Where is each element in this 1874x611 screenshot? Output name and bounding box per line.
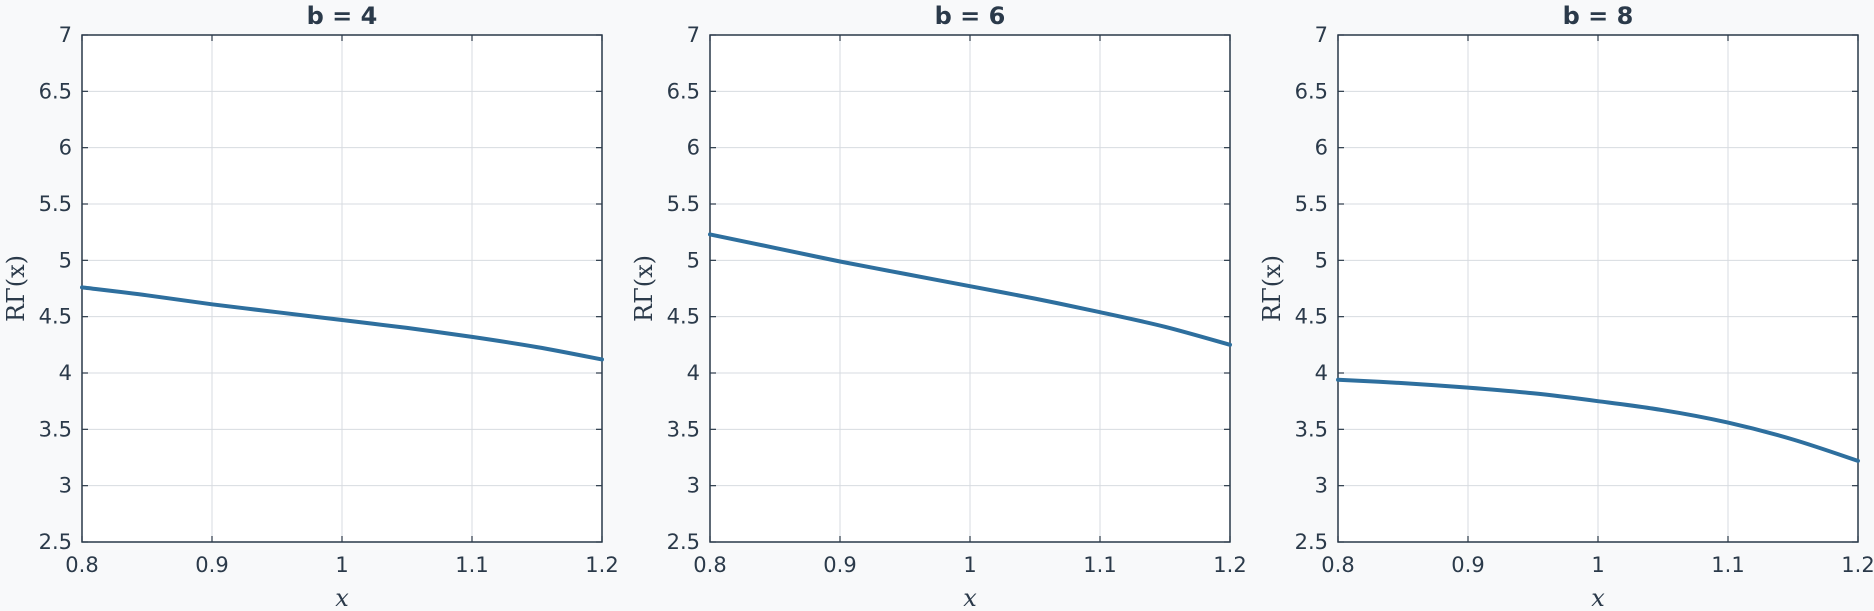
y-tick-label: 6: [687, 136, 700, 160]
y-tick-label: 3: [59, 474, 72, 498]
y-tick-label: 5.5: [39, 192, 72, 216]
x-tick-label: 0.8: [1321, 553, 1354, 577]
chart-panel-2: 0.8 0.9 1 1.1 1.2 2.5 3 3.5 4 4.5 5 5.5 6 6.5 7 b = 6 x R…: [630, 2, 1247, 611]
y-tick-label: 5: [59, 248, 72, 272]
x-axis-label: x: [1591, 584, 1605, 611]
y-tick-label: 5: [687, 248, 700, 272]
chart-panel-1: 0.8 0.9 1 1.1 1.2 2.5 3 3.5 4 4.5 5 5.5 6 6.5 7 b = 4 x R…: [2, 2, 619, 611]
y-axis-label: RΓ(x): [1258, 255, 1286, 322]
y-tick-label: 3.5: [667, 417, 700, 441]
y-tick-label: 5.5: [1295, 192, 1328, 216]
x-tick-label: 1.1: [455, 553, 488, 577]
y-tick-label: 6: [59, 136, 72, 160]
y-tick-label: 5.5: [667, 192, 700, 216]
x-tick-label: 0.8: [65, 553, 98, 577]
y-tick-label: 3.5: [39, 417, 72, 441]
x-axis-label: x: [335, 584, 349, 611]
y-tick-label: 3: [1315, 474, 1328, 498]
y-tick-label: 4: [1315, 361, 1328, 385]
x-tick-label: 1: [335, 553, 348, 577]
x-tick-label: 0.9: [1451, 553, 1484, 577]
x-tick-label: 1.2: [1213, 553, 1246, 577]
x-tick-label: 1.1: [1711, 553, 1744, 577]
y-tick-label: 3: [687, 474, 700, 498]
y-tick-label: 6.5: [39, 79, 72, 103]
y-tick-label: 4: [687, 361, 700, 385]
series-line: [708, 232, 1232, 347]
y-tick-label: 6.5: [667, 79, 700, 103]
series-line: [80, 285, 604, 362]
x-tick-label: 0.9: [195, 553, 228, 577]
x-tick-label: 1.1: [1083, 553, 1116, 577]
y-axis-label: RΓ(x): [630, 255, 658, 322]
chart-panel-3: 0.8 0.9 1 1.1 1.2 2.5 3 3.5 4 4.5 5 5.5 6 6.5 7 b = 8 x R…: [1258, 2, 1874, 611]
x-tick-label: 0.8: [693, 553, 726, 577]
y-tick-label: 3.5: [1295, 417, 1328, 441]
y-tick-label: 7: [1315, 23, 1328, 47]
y-axis-label: RΓ(x): [2, 255, 30, 322]
y-tick-label: 6.5: [1295, 79, 1328, 103]
chart-title: b = 8: [1563, 2, 1634, 30]
y-tick-label: 7: [687, 23, 700, 47]
y-tick-label: 4.5: [667, 305, 700, 329]
x-tick-label: 1.2: [1841, 553, 1874, 577]
y-tick-label: 4: [59, 361, 72, 385]
y-tick-label: 5: [1315, 248, 1328, 272]
x-tick-label: 1: [963, 553, 976, 577]
y-tick-label: 2.5: [667, 530, 700, 554]
chart-title: b = 4: [307, 2, 378, 30]
x-tick-label: 1.2: [585, 553, 618, 577]
series-line: [1336, 377, 1860, 463]
y-tick-label: 7: [59, 23, 72, 47]
y-tick-label: 2.5: [39, 530, 72, 554]
y-tick-label: 2.5: [1295, 530, 1328, 554]
chart-title: b = 6: [935, 2, 1006, 30]
x-tick-label: 1: [1591, 553, 1604, 577]
x-axis-label: x: [963, 584, 977, 611]
y-tick-label: 4.5: [1295, 305, 1328, 329]
x-tick-label: 0.9: [823, 553, 856, 577]
y-tick-label: 6: [1315, 136, 1328, 160]
y-tick-label: 4.5: [39, 305, 72, 329]
